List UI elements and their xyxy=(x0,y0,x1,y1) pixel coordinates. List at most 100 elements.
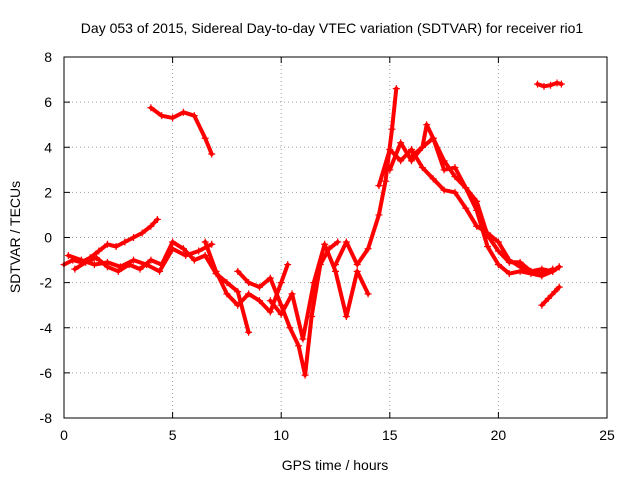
data-point-plus xyxy=(156,267,164,275)
data-point-plus xyxy=(153,215,161,223)
data-point-plus xyxy=(332,261,339,269)
data-point-plus xyxy=(208,150,216,158)
y-tick-label: 4 xyxy=(44,139,52,155)
data-point-plus xyxy=(277,301,285,309)
x-tick-label: 20 xyxy=(491,427,507,443)
data-point-plus xyxy=(208,240,216,248)
y-tick-label: 6 xyxy=(44,94,52,110)
data-point-plus xyxy=(553,79,561,87)
data-point-plus xyxy=(277,310,285,318)
data-point-plus xyxy=(429,134,437,142)
data-point-plus xyxy=(555,263,563,271)
data-point-plus xyxy=(516,258,524,266)
y-tick-label: 2 xyxy=(44,184,52,200)
data-point-plus xyxy=(418,143,426,151)
y-tick-label: -6 xyxy=(40,365,53,381)
data-point-plus xyxy=(95,247,103,255)
data-point-plus xyxy=(299,335,307,343)
data-point-plus xyxy=(288,290,296,298)
data-point-plus xyxy=(408,146,416,154)
data-point-plus xyxy=(533,80,541,88)
data-point-plus xyxy=(484,243,492,251)
data-point-plus xyxy=(147,104,155,112)
y-tick-label: -8 xyxy=(40,410,53,426)
data-point-plus xyxy=(136,265,144,273)
data-point-plus xyxy=(130,234,138,241)
data-point-plus xyxy=(234,288,242,296)
data-point-plus xyxy=(544,294,552,302)
data-point-plus xyxy=(555,283,563,291)
data-point-plus xyxy=(321,240,329,248)
data-point-plus xyxy=(179,245,187,253)
data-point-plus xyxy=(334,238,342,246)
data-point-plus xyxy=(505,258,513,266)
data-point-plus xyxy=(364,245,372,253)
data-point-plus xyxy=(381,177,389,185)
data-point-plus xyxy=(179,108,187,116)
data-point-plus xyxy=(112,243,120,251)
data-point-plus xyxy=(505,270,513,278)
series-track-4 xyxy=(147,104,216,158)
y-tick-label: 0 xyxy=(44,230,52,246)
series-track-12 xyxy=(538,283,563,309)
data-point-plus xyxy=(212,267,220,275)
data-point-plus xyxy=(301,371,309,379)
data-point-plus xyxy=(462,184,470,192)
x-tick-label: 10 xyxy=(273,427,289,443)
x-tick-label: 0 xyxy=(60,427,68,443)
series-track-7 xyxy=(266,240,372,343)
data-point-plus xyxy=(114,267,122,275)
series-trace xyxy=(409,122,562,278)
data-point-plus xyxy=(440,157,448,165)
data-point-plus xyxy=(375,211,383,219)
data-point-plus xyxy=(462,204,470,212)
data-point-plus xyxy=(130,256,138,264)
data-point-plus xyxy=(201,134,209,142)
grid-lines xyxy=(64,57,607,418)
data-point-plus xyxy=(245,328,253,336)
data-point-plus xyxy=(332,267,339,275)
data-point-plus xyxy=(440,166,448,174)
data-point-plus xyxy=(540,82,548,90)
data-point-plus xyxy=(295,342,303,350)
x-tick-label: 5 xyxy=(169,427,177,443)
axis-ticks xyxy=(63,56,608,419)
data-point-plus xyxy=(547,81,555,89)
data-point-plus xyxy=(286,324,294,332)
series-trace xyxy=(268,242,371,341)
series-trace xyxy=(235,240,340,378)
data-point-plus xyxy=(266,308,274,316)
x-tick-labels: 0 5 10 15 20 25 xyxy=(60,427,615,443)
data-point-plus xyxy=(90,261,98,269)
data-point-plus xyxy=(342,238,350,246)
data-point-plus xyxy=(195,247,203,255)
data-point-plus xyxy=(245,279,253,287)
data-point-plus xyxy=(93,254,101,262)
data-point-plus xyxy=(423,121,431,129)
data-point-plus xyxy=(169,114,177,122)
data-point-plus xyxy=(451,188,459,196)
data-point-plus xyxy=(234,267,242,275)
data-point-plus xyxy=(266,297,274,305)
data-point-plus xyxy=(494,238,502,246)
data-point-plus xyxy=(494,247,502,255)
data-point-plus xyxy=(353,267,361,275)
data-point-plus xyxy=(82,258,90,266)
series-trace xyxy=(333,86,399,267)
data-point-plus xyxy=(147,222,155,230)
data-point-plus xyxy=(169,238,177,246)
series-track-8 xyxy=(332,85,400,269)
data-point-plus xyxy=(342,312,350,320)
data-point-plus xyxy=(223,279,231,287)
data-point-plus xyxy=(549,267,557,275)
data-point-plus xyxy=(451,164,459,172)
data-point-plus xyxy=(71,265,79,273)
data-point-plus xyxy=(125,261,133,269)
data-point-plus xyxy=(473,222,481,230)
data-point-plus xyxy=(284,261,292,269)
chart-title: Day 053 of 2015, Sidereal Day-to-day VTE… xyxy=(81,20,584,36)
data-point-plus xyxy=(64,252,72,260)
data-point-plus xyxy=(473,206,481,214)
